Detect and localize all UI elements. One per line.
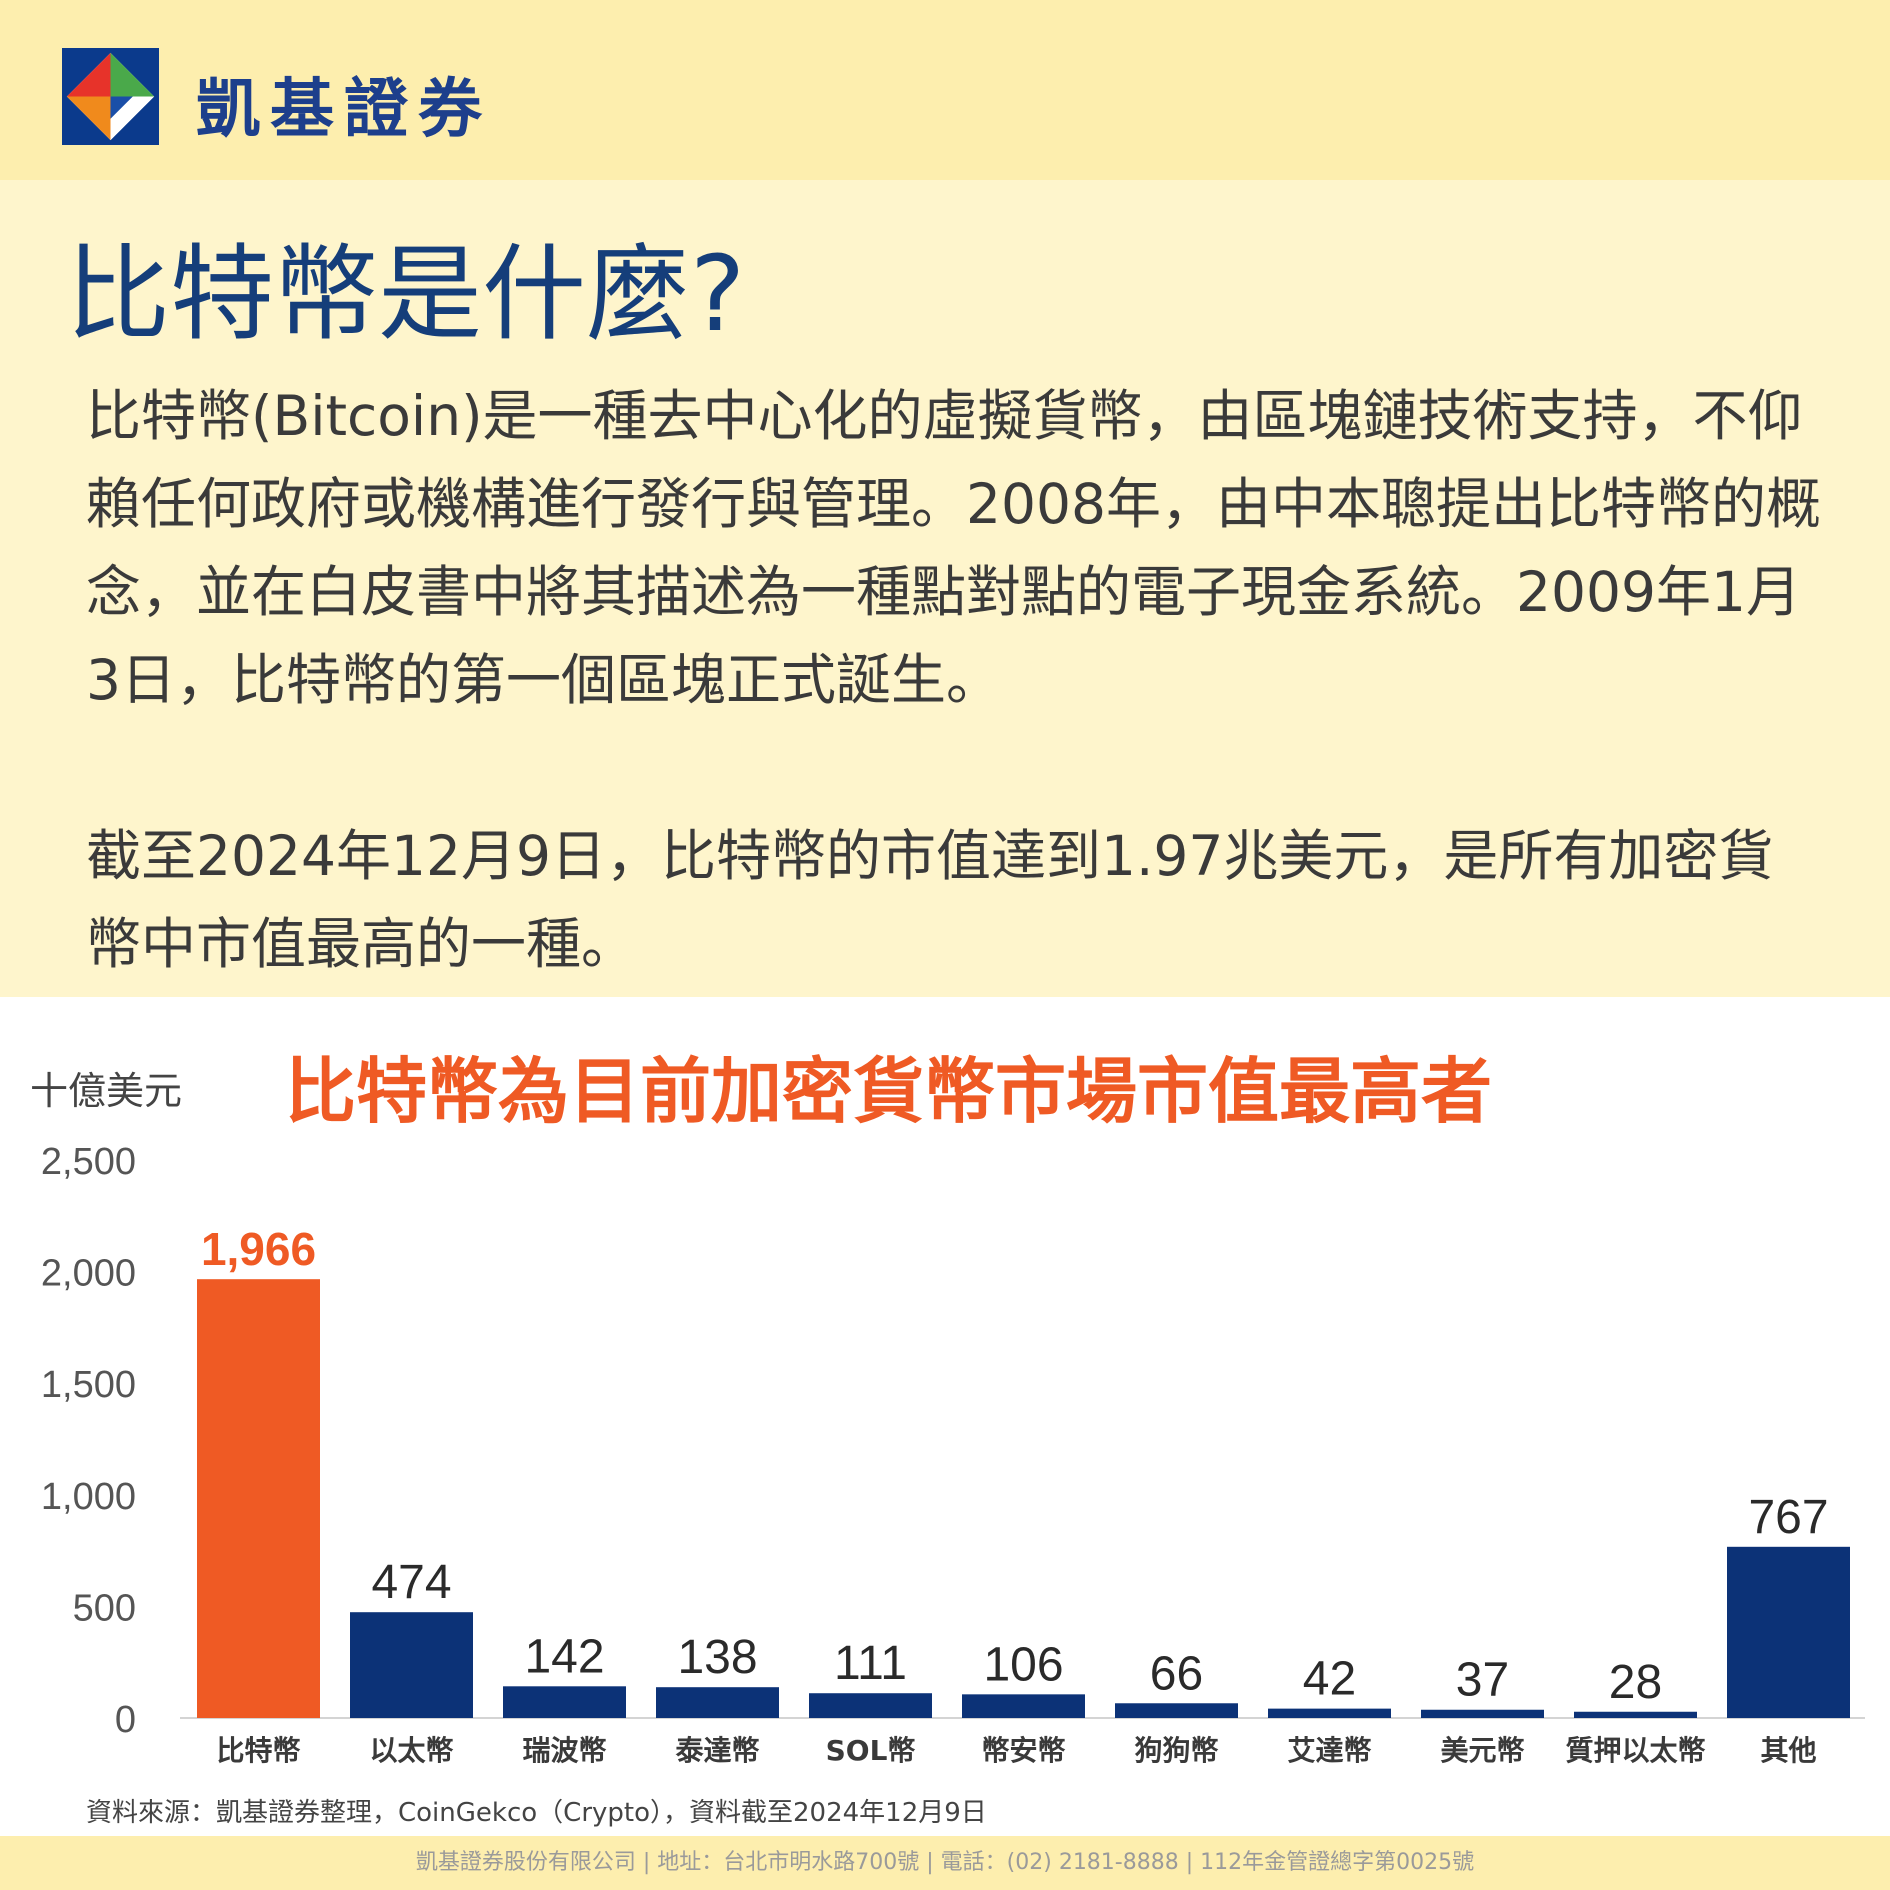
intro-section bbox=[0, 180, 1890, 997]
x-tick-label: 比特幣 bbox=[216, 1734, 300, 1767]
bar-2 bbox=[503, 1686, 626, 1718]
bar-3 bbox=[656, 1687, 779, 1718]
bar-8 bbox=[1421, 1709, 1544, 1718]
bar-value-label: 474 bbox=[371, 1556, 451, 1609]
bar-value-label: 767 bbox=[1748, 1491, 1828, 1544]
y-tick-label: 2,000 bbox=[41, 1253, 136, 1295]
header-bar bbox=[0, 0, 1890, 180]
x-tick-label: 瑞波幣 bbox=[522, 1734, 606, 1767]
x-tick-label: 質押以太幣 bbox=[1565, 1734, 1705, 1767]
x-tick-label: 狗狗幣 bbox=[1134, 1734, 1218, 1767]
bar-value-label: 66 bbox=[1150, 1647, 1203, 1700]
bar-value-label: 1,966 bbox=[201, 1223, 316, 1275]
chart-title: 比特幣為目前加密貨幣市場市值最高者 bbox=[285, 1050, 1493, 1133]
y-tick-label: 0 bbox=[115, 1699, 136, 1741]
x-tick-label: 其他 bbox=[1760, 1734, 1816, 1767]
x-tick-label: 美元幣 bbox=[1440, 1734, 1524, 1767]
bar-value-label: 106 bbox=[983, 1638, 1063, 1691]
bar-value-label: 142 bbox=[524, 1630, 604, 1683]
bar-10 bbox=[1727, 1546, 1850, 1718]
bar-0 bbox=[197, 1279, 320, 1718]
brand-name: 凱基證券 bbox=[196, 73, 492, 147]
footer-bar: 凱基證券股份有限公司 | 地址：台北市明水路700號 | 電話：(02) 218… bbox=[0, 1836, 1890, 1890]
bar-4 bbox=[809, 1693, 932, 1718]
source-note: 資料來源：凱基證券整理，CoinGekco（Crypto），資料截至2024年1… bbox=[86, 1798, 987, 1828]
bar-value-label: 111 bbox=[834, 1637, 907, 1690]
bar-value-label: 42 bbox=[1303, 1653, 1356, 1706]
bar-9 bbox=[1574, 1711, 1697, 1718]
y-tick-label: 2,500 bbox=[41, 1141, 136, 1183]
y-tick-label: 1,500 bbox=[41, 1364, 136, 1406]
x-tick-label: 泰達幣 bbox=[675, 1734, 759, 1767]
y-axis-unit-label: 十億美元 bbox=[30, 1069, 183, 1113]
bar-value-label: 28 bbox=[1609, 1656, 1662, 1709]
page-title: 比特幣是什麼? bbox=[66, 233, 746, 355]
bar-5 bbox=[962, 1694, 1085, 1718]
y-tick-label: 1,000 bbox=[41, 1476, 136, 1518]
x-tick-label: 以太幣 bbox=[369, 1734, 453, 1767]
kgi-diamond-logo-icon bbox=[62, 48, 159, 145]
bar-1 bbox=[350, 1612, 473, 1718]
x-tick-label: SOL幣 bbox=[826, 1734, 916, 1767]
bar-value-label: 37 bbox=[1456, 1654, 1509, 1707]
bar-7 bbox=[1268, 1708, 1391, 1718]
bar-value-label: 138 bbox=[677, 1631, 757, 1684]
x-tick-label: 幣安幣 bbox=[981, 1734, 1065, 1767]
intro-paragraph-2: 截至2024年12月9日，比特幣的市值達到1.97兆美元，是所有加密貨幣中市值最… bbox=[86, 824, 1774, 976]
intro-paragraph-1: 比特幣(Bitcoin)是一種去中心化的虛擬貨幣，由區塊鏈技術支持，不仰賴任何政… bbox=[86, 384, 1821, 712]
bar-6 bbox=[1115, 1703, 1238, 1718]
x-tick-label: 艾達幣 bbox=[1287, 1734, 1371, 1767]
y-tick-label: 500 bbox=[73, 1587, 136, 1629]
